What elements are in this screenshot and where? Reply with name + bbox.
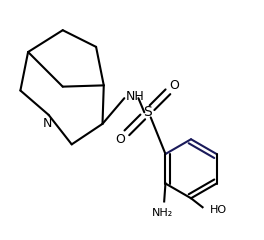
Text: NH: NH: [126, 90, 144, 103]
Text: O: O: [116, 133, 125, 146]
Text: N: N: [43, 117, 52, 130]
Text: NH₂: NH₂: [152, 208, 173, 218]
Text: HO: HO: [210, 205, 227, 215]
Text: S: S: [143, 105, 152, 119]
Text: O: O: [169, 79, 179, 92]
